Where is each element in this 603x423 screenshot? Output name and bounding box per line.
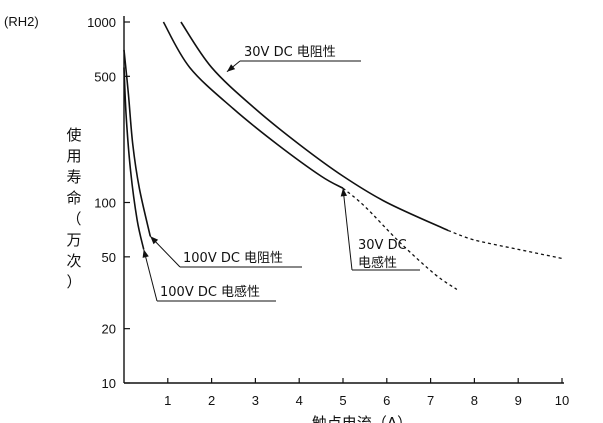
annotation-30v-inductive-arrowhead xyxy=(340,188,348,197)
annotation-30v-inductive-line2: 电感性 xyxy=(358,255,397,271)
y-axis-title-char: （ xyxy=(66,210,81,228)
x-tick-label: 3 xyxy=(252,393,259,408)
y-tick-label: 100 xyxy=(94,196,116,211)
annotations-group: 30V DC 电阻性 30V DC 电感性 100V DC 电阻性 100V DC 电感… xyxy=(142,45,420,302)
y-axis-title-char: 万 xyxy=(66,231,81,249)
series-dashed-1 xyxy=(342,187,458,290)
annotation-100v-inductive-arrowhead xyxy=(142,249,149,258)
series-group xyxy=(123,21,563,290)
x-tick-label: 9 xyxy=(515,393,522,408)
chart-tag-label: (RH2) xyxy=(4,14,39,29)
annotation-30v-inductive-line1: 30V DC xyxy=(358,238,407,253)
annotation-30v-resistive-arrowhead xyxy=(226,64,236,72)
x-tick-label: 8 xyxy=(471,393,478,408)
x-tick-label: 1 xyxy=(164,393,171,408)
series-dashed-0 xyxy=(447,229,563,260)
x-tick-label: 10 xyxy=(555,393,569,408)
series-line-0 xyxy=(180,21,449,232)
y-axis-title-char: 命 xyxy=(66,189,81,207)
y-axis-title-char: 用 xyxy=(66,147,81,165)
y-tick-label: 500 xyxy=(94,69,116,84)
x-tick-label: 5 xyxy=(339,393,346,408)
series-line-1 xyxy=(162,21,344,189)
annotation-100v-resistive-label: 100V DC 电阻性 xyxy=(183,251,283,266)
y-tick-label: 20 xyxy=(102,322,116,337)
annotation-100v-inductive-label: 100V DC 电感性 xyxy=(160,284,260,300)
annotation-30v-inductive-leader xyxy=(342,188,353,271)
y-axis-title-char: 寿 xyxy=(66,168,81,186)
y-axis-title-char: ） xyxy=(66,273,81,291)
x-tick-label: 2 xyxy=(208,393,215,408)
x-tick-label: 4 xyxy=(296,393,303,408)
annotation-100v-resistive-arrowhead xyxy=(150,236,159,245)
x-tick-label: 6 xyxy=(383,393,390,408)
x-tick-label: 7 xyxy=(427,393,434,408)
x-axis-title: 触点电流（A） xyxy=(312,414,412,423)
y-axis-title-char: 次 xyxy=(66,252,81,270)
y-tick-label: 1000 xyxy=(87,15,116,30)
axes-group: 10 20 50 100 500 1000 1 2 3 4 5 6 7 8 9 10 xyxy=(87,15,569,408)
y-axis-title-char: 使 xyxy=(66,126,81,144)
y-tick-label: 10 xyxy=(102,376,116,391)
annotation-100v-inductive-leader xyxy=(143,249,158,302)
y-tick-label: 50 xyxy=(102,250,116,265)
annotation-30v-resistive-label: 30V DC 电阻性 xyxy=(244,45,336,60)
series-line-3 xyxy=(123,67,145,250)
series-line-2 xyxy=(123,49,152,237)
